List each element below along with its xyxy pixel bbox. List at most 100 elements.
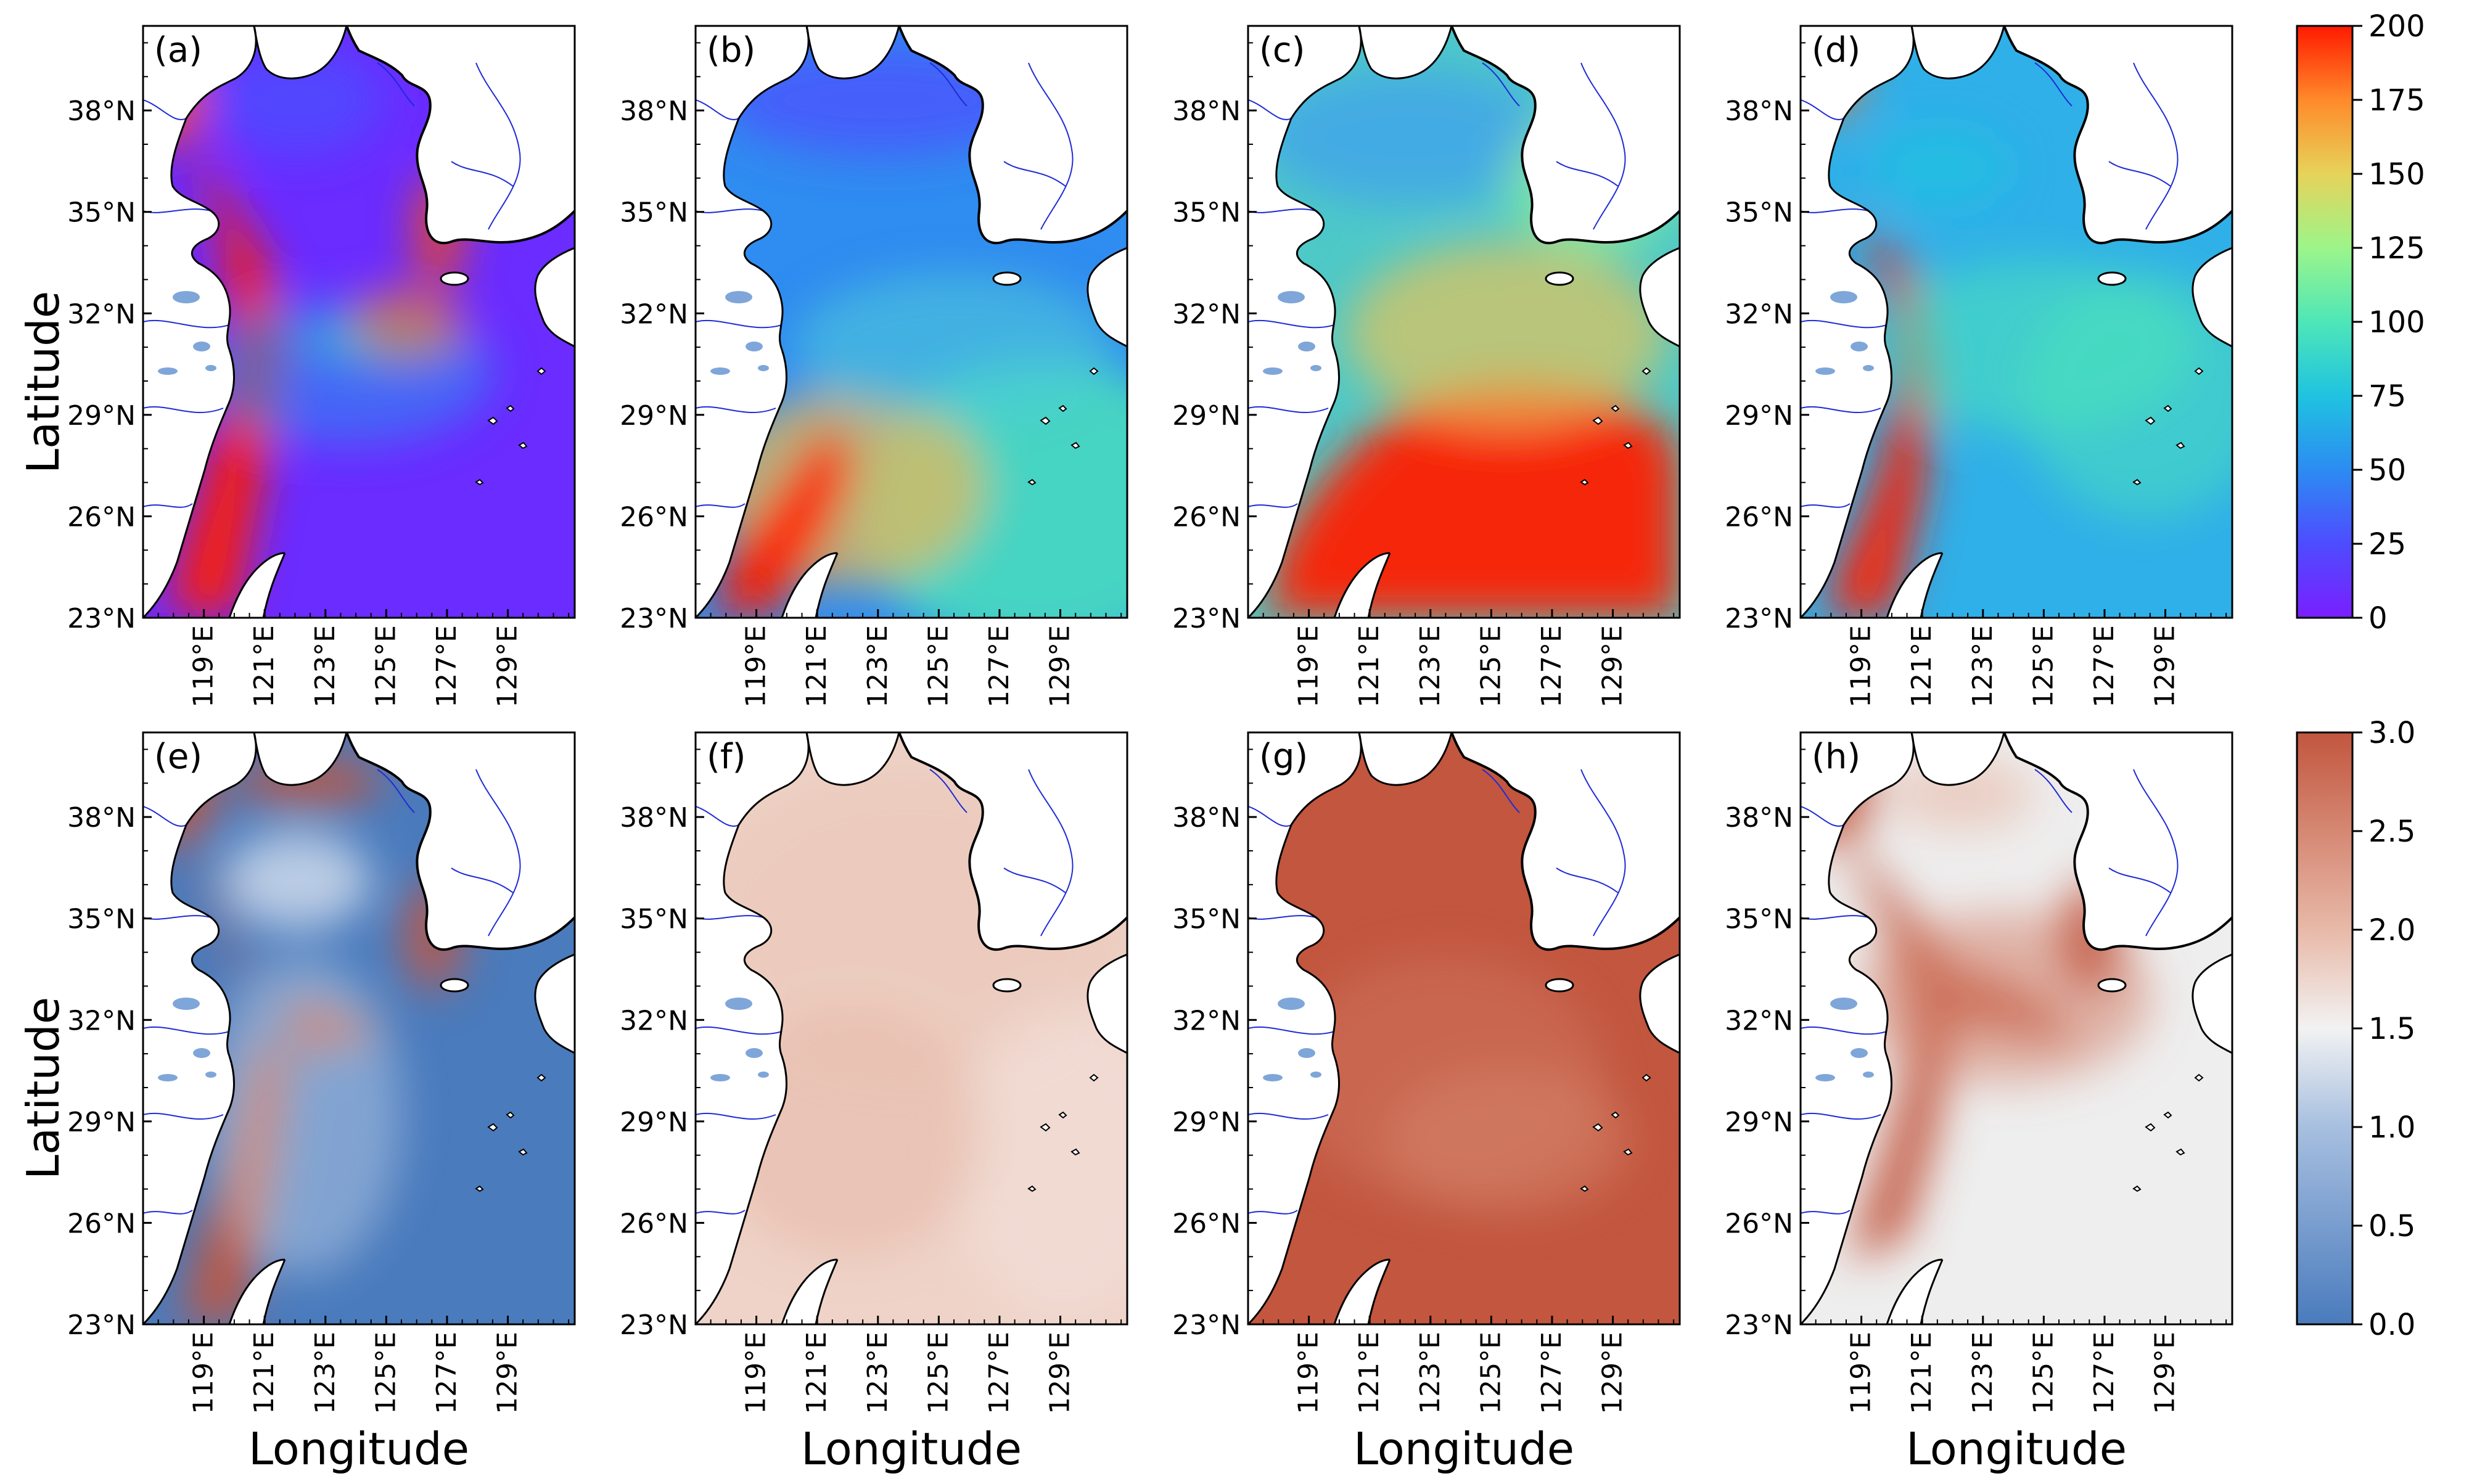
x-axis-label: Longitude bbox=[249, 1423, 469, 1475]
colorbar-tick-label: 50 bbox=[2368, 453, 2406, 488]
lat-tick-label: 32°N bbox=[1725, 298, 1793, 330]
lon-tick-label: 125°E bbox=[2027, 1332, 2059, 1414]
lat-tick-label: 26°N bbox=[1172, 1208, 1241, 1239]
lat-tick-label: 38°N bbox=[1725, 96, 1793, 127]
flux-region bbox=[955, 1004, 1127, 1324]
panel-label: (a) bbox=[154, 30, 202, 70]
y-axis-label-bottom: Latitude bbox=[17, 997, 69, 1179]
lon-tick-label: 129°E bbox=[492, 625, 524, 708]
lon-tick-label: 123°E bbox=[1967, 1332, 1999, 1414]
colorbar-flux-label: Flux [nmol/m²/day] bbox=[2467, 145, 2469, 499]
lat-tick-label: 29°N bbox=[1172, 1107, 1241, 1138]
lon-tick-label: 119°E bbox=[188, 625, 220, 708]
lat-tick-label: 38°N bbox=[1725, 802, 1793, 834]
lat-tick-label: 23°N bbox=[1725, 603, 1793, 634]
map-panel: (h) 23°N 26°N 29°N 32°N 35°N 38°N 119°E 121°E 123… bbox=[1725, 731, 2233, 1414]
lon-tick-label: 121°E bbox=[1354, 625, 1385, 708]
panel-label: (b) bbox=[707, 30, 755, 70]
lat-tick-label: 32°N bbox=[67, 1005, 136, 1036]
lon-tick-label: 123°E bbox=[1967, 625, 1999, 708]
colorbar-tick-label: 3.0 bbox=[2368, 716, 2415, 750]
lon-tick-label: 129°E bbox=[492, 1332, 524, 1414]
flux-region bbox=[1384, 1065, 1630, 1213]
lon-tick-label: 127°E bbox=[2089, 625, 2120, 708]
map-frame bbox=[1799, 731, 2233, 1326]
lon-tick-label: 129°E bbox=[2150, 1332, 2181, 1414]
lon-tick-label: 125°E bbox=[370, 1332, 401, 1414]
panel-label: (h) bbox=[1812, 737, 1860, 777]
lon-tick-label: 121°E bbox=[801, 1332, 832, 1414]
lon-tick-label: 119°E bbox=[188, 1332, 220, 1414]
map-panel: (f) 23°N 26°N 29°N 32°N 35°N 38°N 119°E 121°E 123… bbox=[620, 731, 1128, 1414]
colorbar-tick-label: 100 bbox=[2368, 305, 2425, 340]
lat-tick-label: 32°N bbox=[620, 1005, 688, 1036]
lon-tick-label: 123°E bbox=[862, 625, 894, 708]
flux-region bbox=[205, 954, 402, 1275]
lon-tick-label: 121°E bbox=[1906, 1332, 1937, 1414]
colorbar-gradient bbox=[2296, 25, 2354, 619]
lat-tick-label: 23°N bbox=[1172, 603, 1241, 634]
lat-tick-label: 35°N bbox=[620, 197, 688, 229]
colorbar-flux: 0 25 50 75 100 125 150 175 200 Flux [nmol/m²/day] bbox=[2296, 9, 2469, 636]
colorbar-tick-label: 0 bbox=[2368, 601, 2388, 636]
colorbar-tick-label: 1.0 bbox=[2368, 1110, 2415, 1145]
lat-tick-label: 38°N bbox=[620, 96, 688, 127]
lat-tick-label: 23°N bbox=[1725, 1310, 1793, 1341]
lat-tick-label: 32°N bbox=[1725, 1005, 1793, 1036]
colorbar-tick-label: 0.0 bbox=[2368, 1308, 2415, 1342]
flux-region bbox=[1838, 825, 2072, 1263]
colorbar-tick-label: 150 bbox=[2368, 157, 2425, 192]
lon-tick-label: 129°E bbox=[2150, 625, 2181, 708]
colorbar-tick-label: 0.5 bbox=[2368, 1209, 2415, 1244]
lat-tick-label: 32°N bbox=[1172, 1005, 1241, 1036]
lat-tick-label: 26°N bbox=[620, 501, 688, 533]
lon-tick-label: 127°E bbox=[984, 625, 1015, 708]
colorbar-tick-label: 200 bbox=[2368, 9, 2425, 44]
lat-tick-label: 29°N bbox=[1172, 400, 1241, 432]
lon-tick-label: 129°E bbox=[1045, 1332, 1076, 1414]
map-panel: (e) 23°N 26°N 29°N 32°N 35°N 38°N 119°E 121°E 123… bbox=[67, 731, 576, 1414]
lon-tick-label: 123°E bbox=[1415, 625, 1446, 708]
flux-region bbox=[353, 285, 464, 359]
y-axis-label-top: Latitude bbox=[17, 291, 69, 473]
lon-tick-label: 119°E bbox=[1846, 625, 1877, 708]
flux-region bbox=[1347, 242, 1667, 427]
lat-tick-label: 35°N bbox=[1172, 197, 1241, 229]
lon-tick-label: 119°E bbox=[741, 1332, 772, 1414]
lat-tick-label: 35°N bbox=[1725, 904, 1793, 935]
lon-tick-label: 127°E bbox=[431, 1332, 462, 1414]
lat-tick-label: 26°N bbox=[620, 1208, 688, 1239]
lon-tick-label: 119°E bbox=[741, 625, 772, 708]
flux-region bbox=[1260, 69, 1556, 205]
map-panel: (d) 23°N 26°N 29°N 32°N 35°N 38°N 119°E 121°E 123… bbox=[1725, 25, 2233, 708]
panel-label: (c) bbox=[1259, 30, 1305, 70]
colorbar-tick-label: 2.0 bbox=[2368, 913, 2415, 948]
flux-region bbox=[794, 273, 1115, 420]
map-panels: (a) 23°N 26°N 29°N 32°N 35°N 38°N 119°E 121°E 123… bbox=[67, 25, 2233, 1414]
lat-tick-label: 29°N bbox=[67, 1107, 136, 1138]
lat-tick-label: 23°N bbox=[620, 603, 688, 634]
lat-tick-label: 26°N bbox=[67, 1208, 136, 1239]
lon-tick-label: 129°E bbox=[1597, 1332, 1629, 1414]
lon-tick-label: 121°E bbox=[1354, 1332, 1385, 1414]
map-frame bbox=[694, 731, 1128, 1326]
lon-tick-label: 127°E bbox=[1536, 1332, 1567, 1414]
lat-tick-label: 26°N bbox=[1725, 501, 1793, 533]
colorbar-ratio-label: Flux/Fluxref bbox=[2467, 925, 2469, 1129]
lon-tick-label: 125°E bbox=[2027, 625, 2059, 708]
colorbar-flux-ratio: 0.0 0.5 1.0 1.5 2.0 2.5 3.0 Flux/Fluxref bbox=[2296, 716, 2469, 1342]
colorbar-gradient bbox=[2296, 731, 2354, 1326]
colorbar-tick-label: 1.5 bbox=[2368, 1012, 2415, 1046]
lon-tick-label: 127°E bbox=[984, 1332, 1015, 1414]
colorbar-tick-label: 2.5 bbox=[2368, 814, 2415, 849]
lon-tick-label: 127°E bbox=[2089, 1332, 2120, 1414]
lon-tick-label: 125°E bbox=[370, 625, 401, 708]
lon-tick-label: 127°E bbox=[1536, 625, 1567, 708]
flux-region bbox=[168, 118, 285, 618]
x-axis-label: Longitude bbox=[801, 1423, 1022, 1475]
x-axis-label: Longitude bbox=[1906, 1423, 2127, 1475]
colorbar-tick-label: 175 bbox=[2368, 83, 2425, 118]
lat-tick-label: 38°N bbox=[1172, 802, 1241, 834]
map-panel: (b) 23°N 26°N 29°N 32°N 35°N 38°N 119°E 121°E 123… bbox=[620, 25, 1128, 708]
lat-tick-label: 29°N bbox=[1725, 1107, 1793, 1138]
